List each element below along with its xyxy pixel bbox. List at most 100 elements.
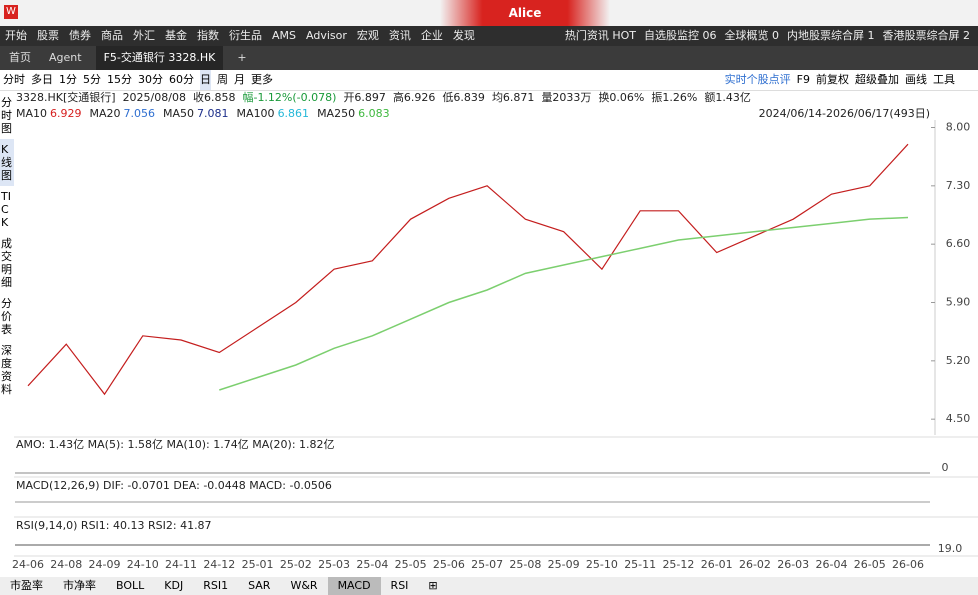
- tool-button[interactable]: 画线: [905, 73, 927, 86]
- quote-field: 额1.43亿: [704, 91, 751, 104]
- x-tick-label: 26-02: [739, 558, 771, 571]
- side-tab[interactable]: 分时图: [1, 96, 12, 135]
- x-tick-label: 25-07: [471, 558, 503, 571]
- tool-button[interactable]: 前复权: [816, 73, 849, 86]
- y-tick-label: 6.60: [946, 237, 971, 250]
- menu-item[interactable]: AMS: [272, 29, 296, 42]
- x-tick-label: 25-02: [280, 558, 312, 571]
- period-button[interactable]: 周: [217, 73, 228, 86]
- tool-button[interactable]: F9: [796, 73, 810, 86]
- menu-item[interactable]: Advisor: [306, 29, 347, 42]
- x-tick-label: 24-10: [127, 558, 159, 571]
- x-tick-label: 25-04: [356, 558, 388, 571]
- tab[interactable]: Agent: [49, 51, 82, 64]
- period-button[interactable]: 分时: [3, 73, 25, 86]
- quote-field: 低6.839: [442, 91, 485, 104]
- ma-label: MA250: [317, 107, 355, 120]
- x-tick-label: 25-12: [662, 558, 694, 571]
- ma-value: 7.056: [124, 107, 156, 120]
- side-tab[interactable]: 深度资料: [1, 344, 12, 396]
- range-label: 2024/06/14-2026/06/17(493日): [759, 107, 930, 120]
- side-tab[interactable]: K线图: [0, 139, 14, 186]
- menu-bar: 开始 股票 债券 商品 外汇 基金 指数 衍生品 AMS Advisor 宏观 资讯 企业 发现 热门资讯 …: [0, 26, 978, 46]
- menu-item[interactable]: 资讯: [388, 29, 411, 42]
- period-button[interactable]: 更多: [251, 73, 273, 86]
- menu-item[interactable]: 宏观: [356, 29, 379, 42]
- menu-item[interactable]: 发现: [452, 29, 475, 42]
- menu-right-item[interactable]: 热门资讯 HOT: [564, 29, 636, 42]
- period-button[interactable]: 5分: [83, 73, 101, 86]
- menu-right-item[interactable]: 香港股票综合屏 2: [882, 29, 971, 42]
- menu-item[interactable]: 指数: [197, 29, 219, 42]
- indicator-tab[interactable]: BOLL: [116, 579, 145, 592]
- menu-right-item[interactable]: 内地股票综合屏 1: [787, 29, 875, 42]
- indicator-tab[interactable]: RSI: [390, 579, 409, 592]
- x-tick-label: 26-06: [892, 558, 924, 571]
- user-badge[interactable]: Alice: [440, 0, 610, 26]
- quote-field: 振1.26%: [651, 90, 697, 104]
- quote-field: 3328.HK[交通银行]: [16, 90, 116, 104]
- menu-item[interactable]: 衍生品: [229, 29, 262, 42]
- ma-value: 7.081: [197, 107, 229, 120]
- menu-right-item[interactable]: 全球概览 0: [724, 29, 780, 42]
- quote-field: 均6.871: [492, 91, 535, 104]
- macd-label: MACD(12,26,9) DIF: -0.0701 DEA: -0.0448 …: [16, 479, 332, 492]
- indicator-tab[interactable]: 市盈率: [10, 579, 43, 592]
- indicator-tab[interactable]: W&R: [290, 579, 318, 592]
- x-tick-label: 26-03: [777, 558, 809, 571]
- period-button[interactable]: 30分: [138, 73, 163, 86]
- indicator-tab[interactable]: ⊞: [428, 579, 438, 592]
- y-tick-label: 4.50: [946, 412, 971, 425]
- tool-button[interactable]: 工具: [933, 73, 955, 86]
- logo[interactable]: W: [4, 5, 18, 19]
- indicator-tab[interactable]: 市净率: [63, 579, 96, 592]
- tab[interactable]: 首页: [9, 51, 31, 64]
- ma-label: MA20: [90, 107, 121, 120]
- menu-item[interactable]: 股票: [37, 29, 59, 42]
- side-tab[interactable]: 成交明细: [1, 237, 12, 289]
- tool-button[interactable]: 实时个股点评: [724, 73, 791, 86]
- side-tab[interactable]: 分价表: [1, 297, 12, 336]
- y-tick-label: 5.90: [946, 296, 971, 309]
- indicator-tab[interactable]: RSI1: [203, 579, 229, 592]
- period-button[interactable]: 日: [200, 70, 211, 90]
- menu-right-item[interactable]: 自选股监控 06: [644, 29, 717, 42]
- sidebar: 分时图 K线图 TICK 成交明细分价表深度资料: [0, 92, 14, 572]
- menu-item[interactable]: 基金: [165, 29, 187, 42]
- x-tick-label: 24-06: [12, 558, 44, 571]
- period-button[interactable]: 1分: [59, 73, 77, 86]
- ma-label: MA100: [237, 107, 275, 120]
- quote-field: 换0.06%: [598, 90, 644, 104]
- period-button[interactable]: 多日: [31, 73, 53, 86]
- rsi-label: RSI(9,14,0) RSI1: 40.13 RSI2: 41.87: [16, 519, 212, 532]
- ma-value: 6.929: [50, 107, 82, 120]
- x-tick-label: 25-10: [586, 558, 618, 571]
- menu-item[interactable]: 商品: [101, 29, 123, 42]
- period-button[interactable]: 月: [234, 73, 245, 86]
- menu-item[interactable]: 企业: [420, 29, 443, 42]
- x-tick-label: 25-06: [433, 558, 465, 571]
- menu-item[interactable]: 开始: [5, 29, 27, 42]
- tab[interactable]: +: [237, 51, 247, 64]
- indicator-tab[interactable]: SAR: [248, 579, 271, 592]
- x-tick-label: 24-09: [89, 558, 121, 571]
- period-button[interactable]: 60分: [169, 73, 194, 86]
- indicator-tab[interactable]: MACD: [327, 577, 381, 595]
- side-tab[interactable]: TICK: [1, 190, 11, 229]
- chart: 3328.HK[交通银行] 2025/08/08 收6.858 幅-1.12%(-0.…: [12, 90, 978, 571]
- indicator-tab[interactable]: KDJ: [164, 579, 184, 592]
- x-tick-label: 25-09: [548, 558, 580, 571]
- amo-axis: 0: [942, 461, 949, 474]
- tool-button[interactable]: 超级叠加: [855, 73, 899, 86]
- x-tick-label: 26-05: [854, 558, 886, 571]
- menu-item[interactable]: 债券: [69, 29, 91, 42]
- x-tick-label: 25-03: [318, 558, 350, 571]
- toolbar-right: 实时个股点评 F9 前复权 超级叠加 画线 工具: [722, 70, 958, 90]
- period-button[interactable]: 15分: [107, 73, 132, 86]
- price-line: [27, 143, 909, 396]
- menu-item[interactable]: 外汇: [133, 29, 155, 42]
- tab[interactable]: F5-交通银行 3328.HK: [95, 46, 224, 70]
- x-tick-label: 24-08: [50, 558, 82, 571]
- x-tick-label: 25-11: [624, 558, 656, 571]
